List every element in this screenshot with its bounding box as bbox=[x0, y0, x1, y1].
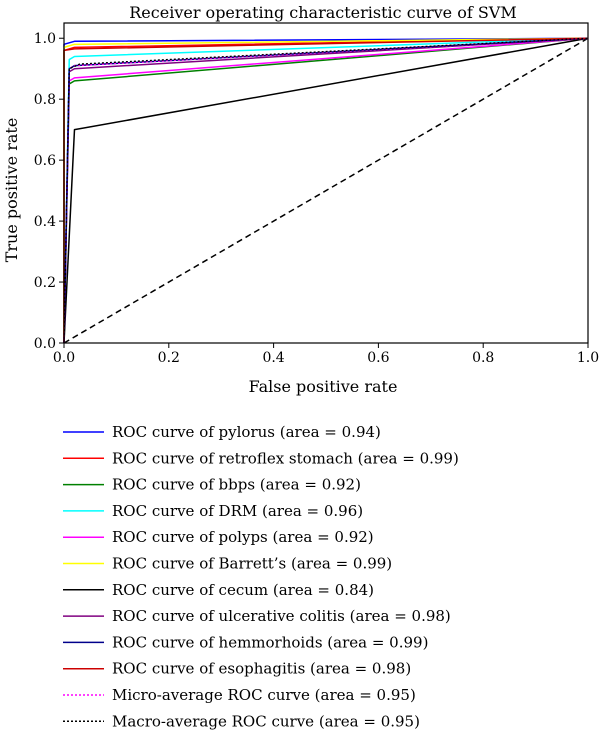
y-axis-label: True positive rate bbox=[2, 118, 21, 263]
legend-label-2: ROC curve of bbps (area = 0.92) bbox=[112, 476, 361, 494]
series-line-11 bbox=[63, 37, 589, 344]
chart-title: Receiver operating characteristic curve … bbox=[129, 3, 516, 22]
plot-frame bbox=[63, 22, 589, 344]
x-tick-label-4: 0.8 bbox=[472, 350, 494, 366]
series-line-6 bbox=[63, 37, 589, 344]
x-tick-label-5: 1.0 bbox=[577, 350, 599, 366]
legend-label-6: ROC curve of cecum (area = 0.84) bbox=[112, 581, 374, 599]
x-tick-label-0: 0.0 bbox=[53, 350, 75, 366]
legend-label-7: ROC curve of ulcerative colitis (area = … bbox=[112, 607, 451, 625]
legend: ROC curve of pylorus (area = 0.94) ROC cu… bbox=[63, 423, 459, 730]
legend-label-10: Micro-average ROC curve (area = 0.95) bbox=[112, 686, 416, 704]
tick-layer: 0.0 0.2 0.4 0.6 0.8 1.0 0.0 0.2 0.4 0.6 0.8 1.0 bbox=[34, 31, 599, 366]
reference-diagonal-line bbox=[63, 37, 589, 344]
legend-label-8: ROC curve of hemmorhoids (area = 0.99) bbox=[112, 633, 428, 651]
legend-label-9: ROC curve of esophagitis (area = 0.98) bbox=[112, 660, 411, 678]
series-layer bbox=[63, 37, 589, 344]
y-tick-label-4: 0.8 bbox=[34, 92, 56, 108]
y-tick-label-0: 0.0 bbox=[34, 336, 56, 352]
legend-label-1: ROC curve of retroflex stomach (area = 0… bbox=[112, 449, 459, 467]
legend-label-0: ROC curve of pylorus (area = 0.94) bbox=[112, 423, 381, 441]
y-tick-label-5: 1.0 bbox=[34, 31, 56, 47]
x-tick-label-2: 0.4 bbox=[262, 350, 284, 366]
y-tick-label-1: 0.2 bbox=[34, 275, 56, 291]
y-tick-label-3: 0.6 bbox=[34, 153, 56, 169]
plot-area: 0.0 0.2 0.4 0.6 0.8 1.0 0.0 0.2 0.4 0.6 0.8 1.0 bbox=[34, 22, 599, 366]
legend-label-11: Macro-average ROC curve (area = 0.95) bbox=[112, 712, 420, 730]
legend-label-4: ROC curve of polyps (area = 0.92) bbox=[112, 528, 374, 546]
legend-label-3: ROC curve of DRM (area = 0.96) bbox=[112, 502, 363, 520]
x-axis-label: False positive rate bbox=[249, 377, 398, 396]
x-tick-label-3: 0.6 bbox=[367, 350, 389, 366]
x-tick-label-1: 0.2 bbox=[158, 350, 180, 366]
legend-label-5: ROC curve of Barrett’s (area = 0.99) bbox=[112, 555, 392, 573]
y-tick-label-2: 0.4 bbox=[34, 214, 56, 230]
